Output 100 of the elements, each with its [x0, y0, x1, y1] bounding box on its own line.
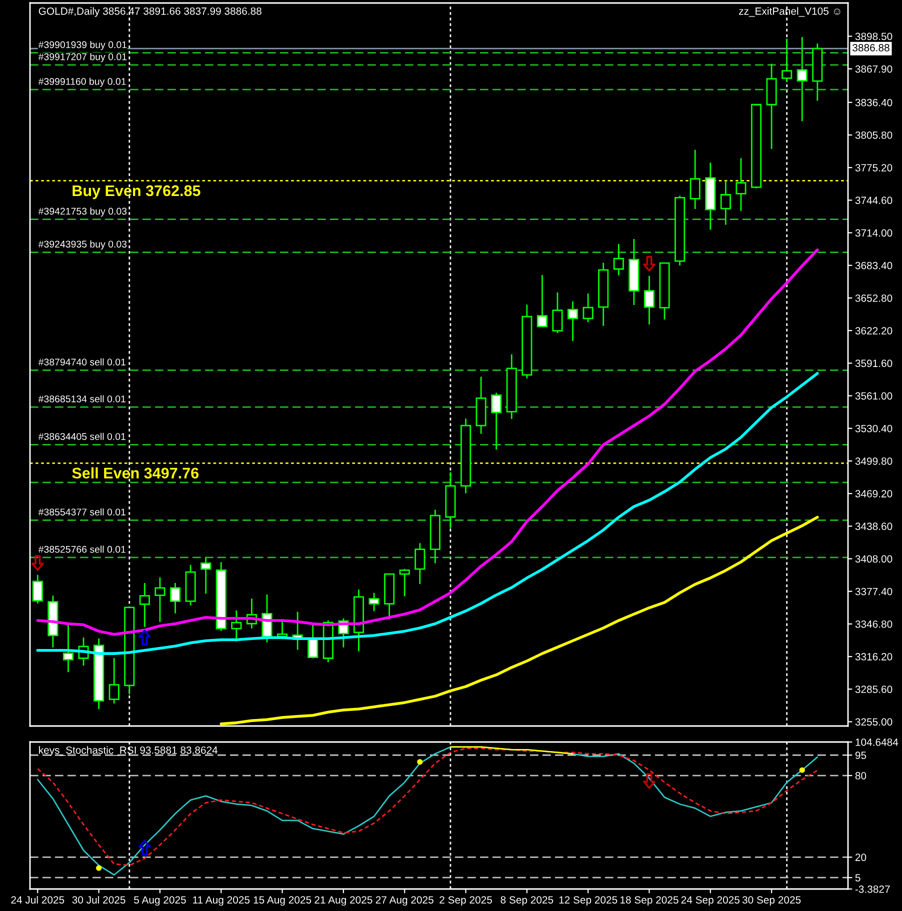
x-tick-label: 8 Sep 2025 [500, 896, 554, 906]
candlestick [812, 42, 823, 102]
candlestick [368, 592, 380, 612]
x-tick-label: 12 Sep 2025 [559, 896, 618, 906]
y-tick-label: 3346.80 [855, 620, 892, 628]
candlestick [154, 576, 166, 623]
candlestick [108, 657, 120, 704]
y-tick-label: 3438.60 [855, 522, 892, 530]
ref-line-label: #39243935 buy 0.03 [38, 240, 127, 250]
point [96, 865, 102, 871]
y-tick-label: 20 [855, 854, 866, 862]
point [32, 555, 44, 571]
y-tick-label: 3591.60 [855, 360, 892, 368]
y-tick-label: 3469.20 [855, 490, 892, 498]
candlestick [445, 472, 456, 530]
candlestick [94, 638, 104, 710]
candlestick [139, 582, 150, 628]
line-series [450, 746, 574, 754]
candlestick [216, 561, 226, 632]
y-tick-label: 3898.50 [855, 32, 892, 40]
candlestick [644, 275, 655, 326]
point [138, 630, 151, 646]
x-tick-label: 30 Jul 2025 [72, 896, 126, 904]
y-tick-label: 3377.40 [855, 588, 892, 596]
y-tick-label: 3867.90 [855, 65, 892, 73]
candlestick [384, 573, 395, 620]
candlestick [124, 606, 135, 696]
candlestick [598, 262, 609, 327]
y-tick-label: 3683.40 [855, 262, 892, 270]
candlestick [750, 104, 762, 190]
y-tick-label: 5 [855, 874, 860, 882]
y-tick-label: 3805.80 [855, 131, 892, 139]
y-tick-label: 3285.60 [855, 686, 892, 694]
y-tick-label: 3714.00 [855, 229, 892, 237]
annotation: zz_ExitPanel_V105 ☺ [739, 7, 840, 17]
x-tick-label: 15 Aug 2025 [254, 896, 312, 906]
chart-title: GOLD#,Daily 3856.47 3891.66 3837.99 3886.88 [38, 7, 262, 17]
ref-line-label: #38554377 sell 0.01 [38, 508, 126, 516]
ref-line-label: #39901939 buy 0.01 [38, 41, 127, 50]
y-tick-label: 3744.60 [855, 196, 892, 204]
candlestick [705, 162, 716, 230]
chart-title: keys_Stochastic_RSI 93.5881 83.8624 [39, 746, 218, 756]
x-tick-label: 5 Aug 2025 [134, 896, 186, 906]
ref-line-label: #38634405 sell 0.01 [38, 432, 126, 440]
y-tick-label: 3652.80 [855, 294, 892, 302]
y-tick-label: 3530.40 [855, 424, 892, 432]
ref-line-label: #38525766 sell 0.01 [38, 546, 126, 553]
x-tick-label: 24 Sep 2025 [681, 896, 740, 906]
candlestick [782, 38, 792, 83]
y-tick-label: 104.6484 [856, 738, 898, 746]
candlestick [32, 574, 43, 604]
y-tick-label: 3255.00 [855, 718, 892, 726]
ref-line-label: #38685134 sell 0.01 [38, 395, 126, 402]
y-tick-label: 3316.20 [855, 653, 892, 660]
x-tick-label: 27 Aug 2025 [376, 896, 434, 906]
candlestick [736, 157, 746, 212]
candlestick [460, 418, 472, 494]
point [138, 840, 151, 856]
point [417, 759, 423, 765]
candlestick [476, 376, 486, 434]
x-tick-label: 2 Sep 2025 [440, 896, 492, 906]
candlestick [796, 36, 808, 122]
y-tick-label: 3561.00 [855, 392, 892, 400]
y-tick-label: 95 [855, 752, 866, 760]
ref-line-label: 3886.88 [852, 44, 890, 52]
y-tick-label: 3499.80 [855, 457, 892, 465]
ref-line-label: Buy Even 3762.85 [72, 185, 200, 200]
candlestick [231, 610, 242, 642]
line-series [220, 516, 819, 726]
point [799, 767, 805, 773]
x-tick-label: 11 Aug 2025 [193, 896, 250, 906]
ref-line-label: Sell Even 3497.76 [72, 467, 199, 479]
candlestick [170, 582, 181, 614]
y-tick-label: 3622.20 [855, 327, 892, 334]
line-series [36, 372, 819, 655]
candlestick [522, 304, 532, 380]
candlestick [674, 195, 686, 266]
candlestick [353, 588, 364, 652]
x-tick-label: 30 Sep 2025 [742, 896, 801, 906]
candlestick [720, 180, 731, 226]
candlestick [48, 594, 58, 648]
ref-line-label: #39991160 buy 0.01 [38, 78, 126, 87]
candlestick [690, 149, 700, 210]
x-tick-label: 18 Sep 2025 [620, 896, 678, 906]
candlestick [766, 63, 777, 150]
y-tick-label: 80 [855, 772, 866, 780]
candlestick [613, 243, 624, 276]
ref-line-label: #38794740 sell 0.01 [38, 358, 126, 366]
candlestick [659, 262, 670, 320]
candlestick [185, 564, 196, 606]
y-tick-label: 3836.40 [855, 98, 892, 106]
x-tick-label: 21 Aug 2025 [314, 896, 372, 906]
point [643, 256, 656, 272]
candlestick [628, 238, 640, 306]
candlestick [552, 292, 563, 334]
candlestick [582, 292, 594, 323]
ref-line-label: #39917207 buy 0.01 [38, 53, 127, 62]
y-tick-label: 3408.00 [855, 555, 892, 563]
candlestick [200, 556, 212, 594]
y-tick-label: -3.3827 [855, 886, 890, 893]
